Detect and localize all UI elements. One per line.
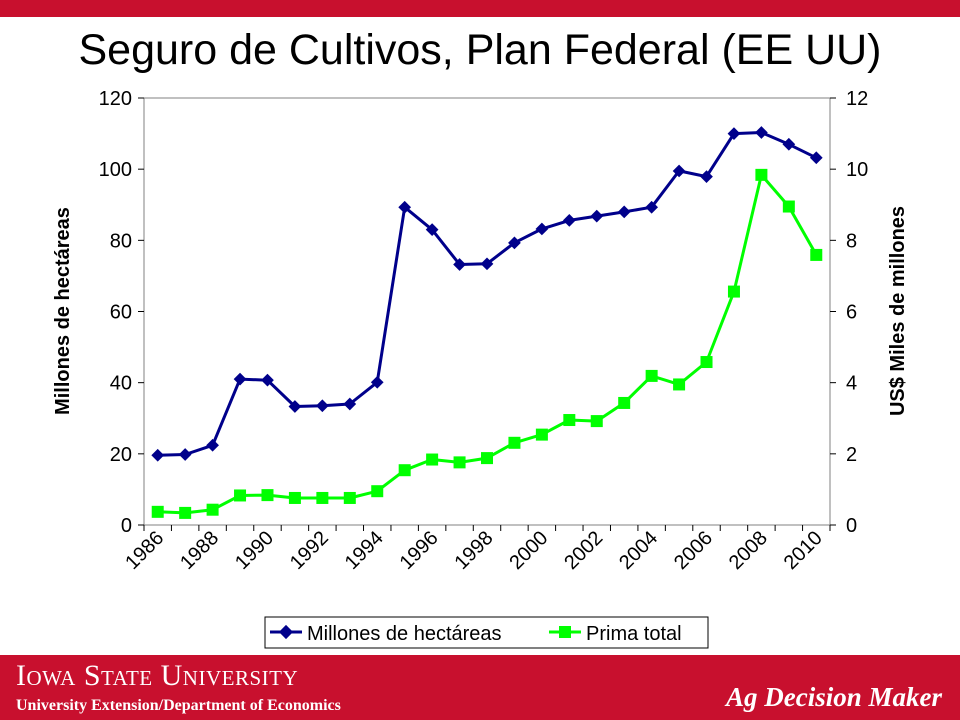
x-tick-label: 2010 [780, 527, 827, 574]
legend-marker-hectares [278, 624, 294, 640]
x-tick-label: 2006 [670, 527, 717, 574]
data-point-hectares [480, 257, 494, 271]
x-tick-label: 2000 [505, 527, 552, 574]
y2-tick-label: 2 [846, 444, 857, 466]
y2-tick-label: 12 [846, 88, 868, 110]
data-point-premium [727, 285, 740, 298]
x-tick-label: 1996 [396, 527, 443, 574]
y2-tick-label: 10 [846, 159, 868, 181]
data-point-premium [343, 491, 356, 504]
data-point-premium [481, 452, 493, 465]
x-tick-label: 1992 [286, 527, 333, 574]
data-point-hectares [261, 373, 274, 387]
department-name: University Extension/Department of Econo… [16, 697, 341, 714]
data-point-hectares [315, 399, 329, 413]
legend-label-premium: Prima total [586, 623, 682, 645]
data-point-hectares [288, 400, 302, 413]
data-point-premium [645, 369, 658, 382]
x-tick-label: 2008 [725, 527, 772, 574]
data-point-premium [590, 415, 603, 428]
data-point-hectares [206, 438, 219, 452]
y-tick-label: 80 [110, 230, 132, 252]
x-tick-label: 1988 [176, 527, 223, 574]
data-point-premium [234, 489, 247, 502]
data-point-premium [151, 505, 164, 518]
y-tick-label: 60 [110, 302, 132, 324]
data-point-hectares [398, 200, 412, 214]
data-point-premium [700, 356, 713, 369]
data-point-hectares [343, 397, 357, 411]
legend: Millones de hectáreas Prima total [264, 616, 709, 649]
y2-tick-label: 4 [846, 373, 857, 395]
data-point-hectares [370, 375, 384, 389]
x-tick-label: 1990 [231, 527, 278, 574]
brand-name: Ag Decision Maker [726, 682, 942, 712]
y-tick-label: 100 [99, 159, 132, 181]
data-point-hectares [151, 448, 165, 462]
data-point-premium [206, 503, 219, 516]
data-point-premium [673, 378, 686, 391]
legend-box [264, 616, 709, 649]
y2-tick-label: 0 [846, 515, 857, 537]
data-point-hectares [425, 223, 439, 237]
data-point-premium [810, 248, 823, 261]
data-point-premium [563, 414, 576, 427]
data-point-premium [316, 491, 329, 504]
data-point-premium [755, 168, 768, 181]
y2-tick-label: 8 [846, 230, 857, 252]
y-tick-label: 20 [110, 444, 132, 466]
data-point-hectares [453, 258, 466, 271]
y-tick-label: 120 [99, 88, 132, 110]
y2-tick-label: 6 [846, 302, 857, 324]
data-point-premium [261, 489, 274, 502]
legend-label-hectares: Millones de hectáreas [307, 623, 502, 645]
left-axis-title: Millones de hectáreas [52, 207, 74, 415]
series-layer [151, 126, 823, 519]
legend-marker-premium [559, 626, 571, 638]
university-logo-text: Iowa State University [16, 659, 299, 692]
data-point-premium [453, 456, 466, 469]
data-point-premium [288, 491, 301, 504]
data-point-premium [535, 428, 548, 441]
data-point-premium [618, 396, 631, 409]
data-point-hectares [233, 372, 247, 386]
data-point-premium [426, 453, 439, 466]
data-point-premium [179, 506, 192, 519]
right-axis-title: US$ Miles de millones [887, 206, 909, 416]
x-tick-label: 1994 [341, 527, 388, 574]
footer-bar [0, 655, 960, 720]
data-point-premium [371, 485, 384, 498]
data-point-premium [398, 464, 411, 477]
x-tick-label: 2002 [560, 527, 607, 574]
x-tick-label: 2004 [615, 527, 662, 574]
data-point-premium [782, 200, 795, 213]
slide-title: Seguro de Cultivos, Plan Federal (EE UU) [78, 26, 882, 74]
data-point-hectares [178, 448, 192, 461]
top-accent-bar [0, 0, 960, 17]
x-tick-label: 1998 [451, 527, 498, 574]
data-point-premium [508, 436, 521, 449]
y-tick-label: 0 [121, 515, 132, 537]
y-tick-label: 40 [110, 373, 132, 395]
